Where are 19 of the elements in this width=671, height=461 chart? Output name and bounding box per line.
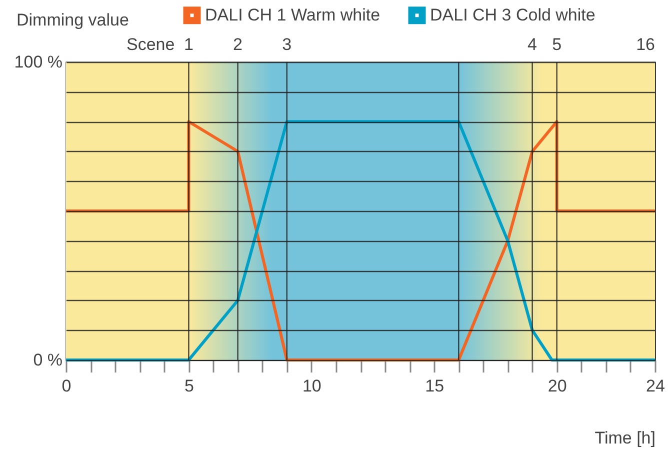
x-tick-label: 5	[184, 376, 194, 396]
x-tick-label: 10	[302, 376, 322, 396]
legend-label: DALI CH 1 Warm white	[205, 5, 380, 24]
x-tick-label: 15	[425, 376, 444, 396]
legend-label: DALI CH 3 Cold white	[430, 5, 596, 24]
text: Scene	[126, 35, 175, 54]
annotation: 4	[528, 35, 538, 54]
y-axis-title: Dimming value	[16, 10, 129, 30]
x-tick-label: 24	[646, 376, 665, 396]
x-axis-title: Time [h]	[594, 428, 656, 448]
y-tick-label: 0 %	[33, 350, 62, 370]
annotation: 2	[233, 35, 243, 54]
annotation: 3	[282, 35, 292, 54]
y-tick-label: 100 %	[14, 52, 62, 72]
x-tick-label: 0	[62, 376, 72, 396]
x-tick-label: 20	[548, 376, 567, 396]
annotation: 1	[184, 35, 194, 54]
annotation: 5	[552, 35, 562, 54]
annotation: 16	[636, 35, 655, 54]
